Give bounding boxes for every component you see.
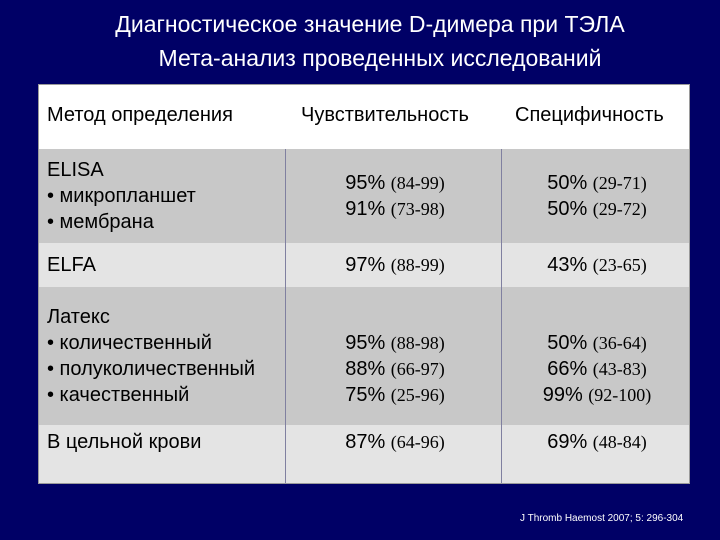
slide-subtitle: Мета-анализ проведенных исследований [158,45,602,71]
citation: J Thromb Haemost 2007; 5: 296-304 [520,513,684,524]
table-row: ELISA • микропланшет • мембрана 95% (84-… [39,149,689,243]
method-label: • количественный [47,332,212,354]
specificity-value: 69% (48-84) [547,431,647,453]
slide-title: Диагностическое значение D-димера при ТЭ… [115,11,625,37]
method-label: ELFA [47,254,96,276]
header-method: Метод определения [47,104,233,126]
specificity-value: 66% (43-83) [547,358,647,380]
sensitivity-value: 97% (88-99) [345,254,445,276]
results-table: Метод определения Чувствительность Специ… [38,84,690,484]
header-specificity: Специфичность [515,104,664,126]
sensitivity-value: 75% (25-96) [345,384,445,406]
specificity-value: 99% (92-100) [542,384,652,406]
table-row: ELFA 97% (88-99) 43% (23-65) [39,243,689,287]
specificity-value: 43% (23-65) [547,254,647,276]
method-label: В цельной крови [47,431,202,453]
column-divider [285,149,286,483]
table-row: В цельной крови 87% (64-96) 69% (48-84) [39,425,689,483]
sensitivity-value: 95% (88-98) [345,332,445,354]
method-label: • мембрана [47,211,154,233]
method-label: • полуколичественный [47,358,256,380]
method-label: Латекс [47,306,110,328]
sensitivity-value: 87% (64-96) [345,431,445,453]
sensitivity-value: 88% (66-97) [345,358,445,380]
specificity-value: 50% (29-72) [547,198,647,220]
method-label: ELISA [47,159,104,181]
method-label: • качественный [47,384,190,406]
header-sensitivity: Чувствительность [301,104,469,126]
column-divider [501,149,502,483]
table-header: Метод определения Чувствительность Специ… [39,85,689,149]
method-label: • микропланшет [47,185,196,207]
specificity-value: 50% (36-64) [547,332,647,354]
sensitivity-value: 95% (84-99) [345,172,445,194]
sensitivity-value: 91% (73-98) [345,198,445,220]
table-row: Латекс • количественный • полуколичестве… [39,287,689,425]
specificity-value: 50% (29-71) [547,172,647,194]
